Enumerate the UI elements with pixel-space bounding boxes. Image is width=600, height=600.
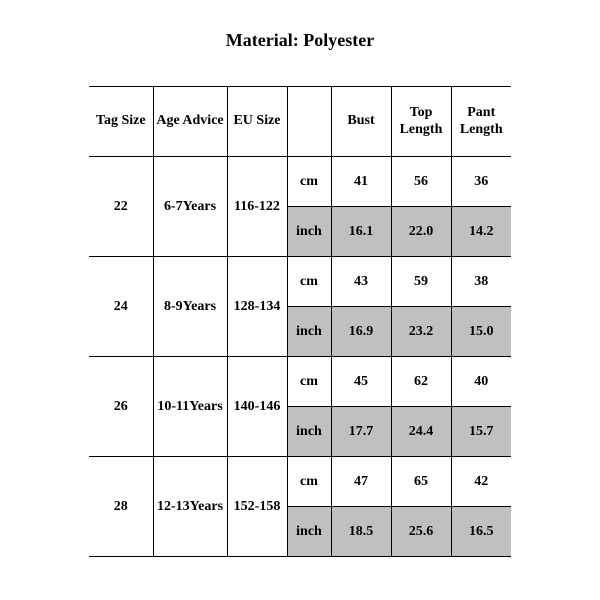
- cell-eu-size: 152-158: [227, 457, 287, 557]
- col-age-advice: Age Advice: [153, 87, 227, 157]
- cell-unit: cm: [287, 457, 331, 507]
- table-header-row: Tag Size Age Advice EU Size Bust Top Len…: [89, 87, 511, 157]
- col-top-length: Top Length: [391, 87, 451, 157]
- table-body: 22 6-7Years 116-122 cm 41 56 36 inch 16.…: [89, 157, 511, 557]
- cell-bust: 41: [331, 157, 391, 207]
- cell-eu-size: 140-146: [227, 357, 287, 457]
- col-tag-size: Tag Size: [89, 87, 153, 157]
- cell-age-advice: 6-7Years: [153, 157, 227, 257]
- cell-unit: cm: [287, 257, 331, 307]
- cell-pant-length: 15.0: [451, 307, 511, 357]
- cell-top-length: 56: [391, 157, 451, 207]
- size-chart-table: Tag Size Age Advice EU Size Bust Top Len…: [89, 86, 511, 557]
- cell-age-advice: 10-11Years: [153, 357, 227, 457]
- cell-pant-length: 14.2: [451, 207, 511, 257]
- table-row: 28 12-13Years 152-158 cm 47 65 42: [89, 457, 511, 507]
- cell-unit: inch: [287, 507, 331, 557]
- cell-tag-size: 28: [89, 457, 153, 557]
- cell-top-length: 62: [391, 357, 451, 407]
- cell-unit: cm: [287, 157, 331, 207]
- cell-eu-size: 128-134: [227, 257, 287, 357]
- cell-unit: inch: [287, 307, 331, 357]
- cell-top-length: 25.6: [391, 507, 451, 557]
- col-bust: Bust: [331, 87, 391, 157]
- cell-top-length: 59: [391, 257, 451, 307]
- cell-tag-size: 24: [89, 257, 153, 357]
- cell-top-length: 24.4: [391, 407, 451, 457]
- cell-pant-length: 40: [451, 357, 511, 407]
- cell-unit: inch: [287, 207, 331, 257]
- cell-tag-size: 26: [89, 357, 153, 457]
- cell-pant-length: 36: [451, 157, 511, 207]
- cell-bust: 16.1: [331, 207, 391, 257]
- page-title: Material: Polyester: [226, 30, 374, 51]
- cell-pant-length: 15.7: [451, 407, 511, 457]
- cell-age-advice: 8-9Years: [153, 257, 227, 357]
- cell-unit: inch: [287, 407, 331, 457]
- cell-eu-size: 116-122: [227, 157, 287, 257]
- cell-bust: 16.9: [331, 307, 391, 357]
- cell-pant-length: 42: [451, 457, 511, 507]
- cell-bust: 17.7: [331, 407, 391, 457]
- cell-bust: 18.5: [331, 507, 391, 557]
- cell-pant-length: 38: [451, 257, 511, 307]
- col-unit: [287, 87, 331, 157]
- table-row: 22 6-7Years 116-122 cm 41 56 36: [89, 157, 511, 207]
- cell-top-length: 23.2: [391, 307, 451, 357]
- table-row: 24 8-9Years 128-134 cm 43 59 38: [89, 257, 511, 307]
- cell-top-length: 65: [391, 457, 451, 507]
- cell-bust: 47: [331, 457, 391, 507]
- cell-bust: 45: [331, 357, 391, 407]
- col-eu-size: EU Size: [227, 87, 287, 157]
- cell-pant-length: 16.5: [451, 507, 511, 557]
- cell-top-length: 22.0: [391, 207, 451, 257]
- cell-unit: cm: [287, 357, 331, 407]
- cell-tag-size: 22: [89, 157, 153, 257]
- cell-bust: 43: [331, 257, 391, 307]
- cell-age-advice: 12-13Years: [153, 457, 227, 557]
- col-pant-length: Pant Length: [451, 87, 511, 157]
- table-row: 26 10-11Years 140-146 cm 45 62 40: [89, 357, 511, 407]
